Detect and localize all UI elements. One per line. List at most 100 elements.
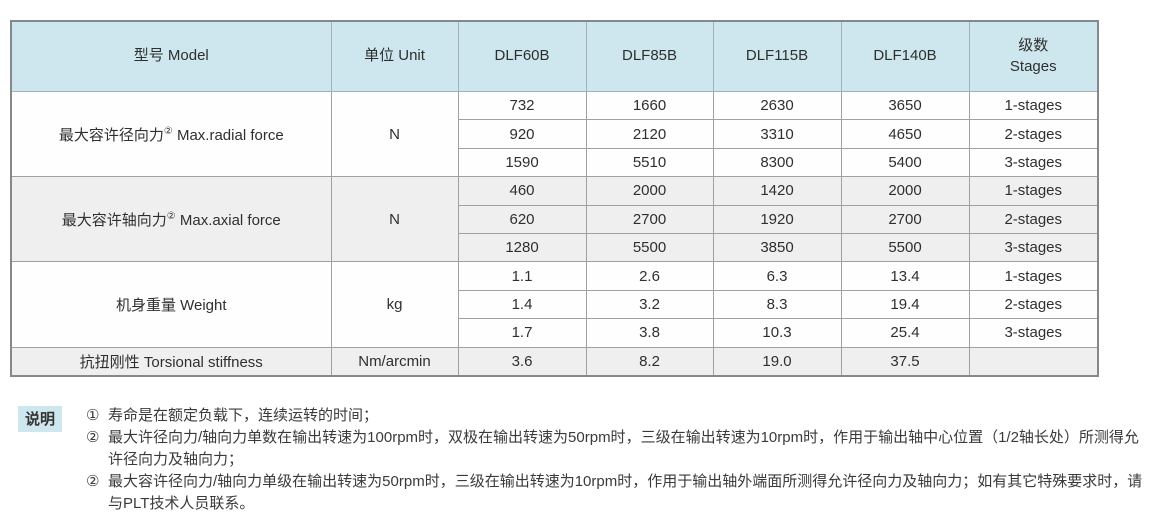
stages-cell: 1-stages: [968, 90, 1099, 121]
value-cell: 5500: [840, 232, 970, 263]
value-cell: 2000: [840, 176, 970, 206]
header-stages: 级数 Stages: [968, 20, 1099, 92]
row-label-cn: 机身重量: [115, 296, 176, 314]
value-cell: 3.2: [585, 289, 714, 320]
value-cell: 2120: [585, 119, 714, 149]
row-label-en: Max.axial force: [175, 211, 281, 229]
value-cell: 460: [457, 176, 587, 206]
value-cell: 920: [457, 119, 587, 149]
row-label-cn: 最大容许轴向力: [61, 211, 167, 229]
table-row: 920 2120 3310 4650 2-stages: [11, 119, 1099, 149]
row-label-cn: 抗扭刚性: [79, 353, 140, 371]
footnote-sup: ②: [163, 125, 173, 137]
header-model: 型号 Model: [10, 20, 332, 92]
value-cell: 25.4: [840, 318, 970, 348]
stages-cell: 1-stages: [968, 176, 1099, 206]
value-cell: 2700: [585, 204, 714, 234]
row-label-torsional-stiffness: 抗扭刚性 Torsional stiffness: [10, 346, 332, 377]
value-cell: 3850: [712, 232, 842, 263]
header-dlf85b: DLF85B: [585, 20, 714, 92]
value-cell: 1.7: [457, 318, 587, 348]
header-stages-cn: 级数: [1018, 37, 1049, 55]
value-cell: 13.4: [840, 261, 970, 291]
table-row: 1280 5500 3850 5500 3-stages: [11, 232, 1099, 263]
note-text: 最大许径向力/轴向力单数在输出转速为100rpm时，双极在输出转速为50rpm时…: [108, 429, 1139, 468]
table-row: 最大容许径向力② Max.radial force N 732 1660 263…: [10, 90, 1099, 178]
value-cell: 1.4: [457, 289, 587, 320]
header-dlf115b: DLF115B: [712, 20, 842, 92]
value-cell: 3.6: [457, 346, 587, 377]
table-header-row: 型号 Model 单位 Unit DLF60B DLF85B DLF115B D…: [10, 20, 1099, 92]
table-row: 机身重量 Weight kg 1.1 2.6 6.3 13.4 1-stages: [10, 261, 1099, 348]
value-cell: 19.4: [840, 289, 970, 320]
unit-cell: N: [330, 90, 459, 178]
value-cell: 620: [457, 204, 587, 234]
notes-label: 说明: [18, 406, 63, 432]
row-label-en: Weight: [175, 296, 227, 314]
stages-cell: 3-stages: [968, 147, 1099, 178]
note-marker: ②: [86, 429, 100, 446]
stages-cell: 2-stages: [968, 119, 1099, 149]
note-item: ① 寿命是在额定负载下，连续运转的时间；: [86, 405, 1148, 427]
table-row: 1590 5510 8300 5400 3-stages: [11, 147, 1099, 178]
stages-cell: [968, 346, 1099, 377]
header-unit: 单位 Unit: [330, 20, 459, 92]
value-cell: 732: [457, 90, 587, 121]
value-cell: 37.5: [840, 346, 970, 377]
table-row: 1.7 3.8 10.3 25.4 3-stages: [11, 318, 1099, 348]
value-cell: 5400: [840, 147, 970, 178]
value-cell: 1.1: [457, 261, 587, 291]
table-row: 1.4 3.2 8.3 19.4 2-stages: [11, 289, 1099, 320]
value-cell: 3.8: [585, 318, 714, 348]
header-dlf140b: DLF140B: [840, 20, 970, 92]
row-label-en: Torsional stiffness: [139, 353, 263, 371]
unit-cell: kg: [330, 261, 459, 348]
unit-cell: N: [330, 176, 459, 263]
row-label-axial-force: 最大容许轴向力② Max.axial force: [10, 176, 332, 263]
spec-table: 型号 Model 单位 Unit DLF60B DLF85B DLF115B D…: [10, 20, 1099, 377]
value-cell: 4650: [840, 119, 970, 149]
stages-cell: 3-stages: [968, 232, 1099, 263]
value-cell: 1590: [457, 147, 587, 178]
header-dlf60b: DLF60B: [457, 20, 587, 92]
value-cell: 5510: [585, 147, 714, 178]
footnote-sup: ②: [166, 210, 176, 222]
note-marker: ②: [86, 473, 100, 490]
value-cell: 1660: [585, 90, 714, 121]
value-cell: 8.3: [712, 289, 842, 320]
unit-cell: Nm/arcmin: [330, 346, 459, 377]
value-cell: 8.2: [585, 346, 714, 377]
note-text: 寿命是在额定负载下，连续运转的时间；: [108, 407, 379, 424]
value-cell: 2630: [712, 90, 842, 121]
value-cell: 10.3: [712, 318, 842, 348]
row-label-cn: 最大容许径向力: [58, 126, 164, 144]
notes-body: ① 寿命是在额定负载下，连续运转的时间； ② 最大许径向力/轴向力单数在输出转速…: [86, 405, 1148, 515]
value-cell: 19.0: [712, 346, 842, 377]
value-cell: 8300: [712, 147, 842, 178]
value-cell: 1280: [457, 232, 587, 263]
value-cell: 3650: [840, 90, 970, 121]
notes-section: 说明 ① 寿命是在额定负载下，连续运转的时间； ② 最大许径向力/轴向力单数在输…: [18, 405, 1148, 515]
note-marker: ①: [86, 407, 100, 424]
stages-cell: 1-stages: [968, 261, 1099, 291]
value-cell: 1420: [712, 176, 842, 206]
stages-cell: 2-stages: [968, 204, 1099, 234]
row-label-weight: 机身重量 Weight: [10, 261, 332, 348]
value-cell: 3310: [712, 119, 842, 149]
note-text: 最大容许径向力/轴向力单级在输出转速为50rpm时，三级在输出转速为10rpm时…: [108, 473, 1143, 512]
stages-cell: 3-stages: [968, 318, 1099, 348]
value-cell: 2000: [585, 176, 714, 206]
value-cell: 1920: [712, 204, 842, 234]
value-cell: 5500: [585, 232, 714, 263]
value-cell: 2.6: [585, 261, 714, 291]
value-cell: 2700: [840, 204, 970, 234]
row-label-en: Max.radial force: [172, 126, 284, 144]
value-cell: 6.3: [712, 261, 842, 291]
note-item: ② 最大许径向力/轴向力单数在输出转速为100rpm时，双极在输出转速为50rp…: [86, 427, 1148, 471]
table-row: 620 2700 1920 2700 2-stages: [11, 204, 1099, 234]
table-row: 最大容许轴向力② Max.axial force N 460 2000 1420…: [10, 176, 1099, 263]
note-item: ② 最大容许径向力/轴向力单级在输出转速为50rpm时，三级在输出转速为10rp…: [86, 471, 1148, 515]
row-label-radial-force: 最大容许径向力② Max.radial force: [10, 90, 332, 178]
table-row: 抗扭刚性 Torsional stiffness Nm/arcmin 3.6 8…: [10, 346, 1099, 377]
